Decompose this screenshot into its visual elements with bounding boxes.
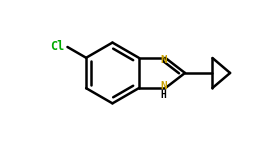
Text: N: N: [160, 55, 167, 65]
Text: N: N: [160, 81, 167, 91]
Text: Cl: Cl: [50, 40, 64, 53]
Text: H: H: [160, 90, 166, 100]
